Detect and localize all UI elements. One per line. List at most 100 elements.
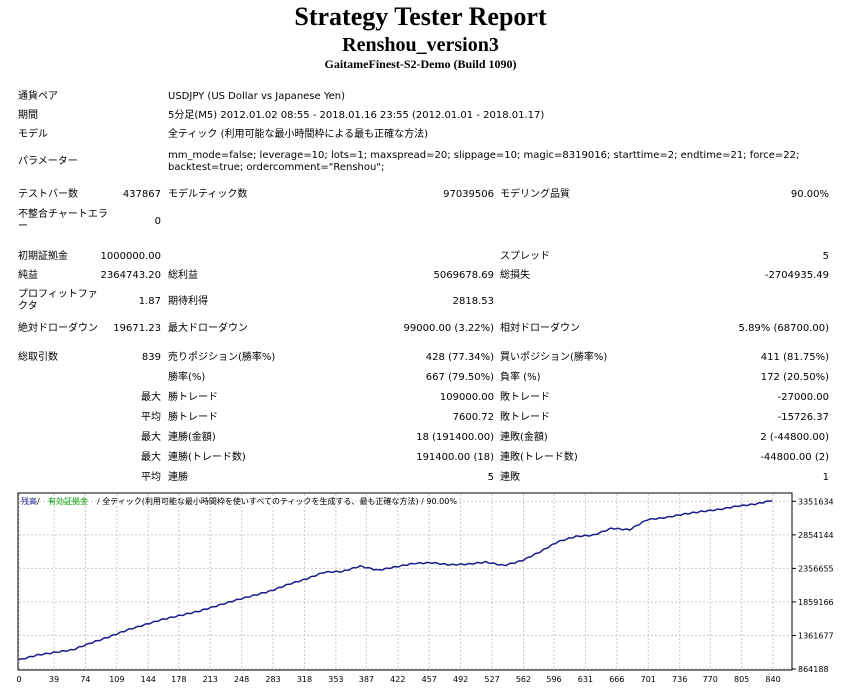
chart-series <box>18 499 773 661</box>
avg-win-value: 7600.72 <box>452 412 494 423</box>
x-tick-label: 178 <box>171 675 186 684</box>
symbol-value: USDJPY (US Dollar vs Japanese Yen) <box>168 91 346 102</box>
expected-payoff-value: 2818.53 <box>452 296 494 307</box>
max-cons-count-prefix: 最大 <box>141 452 161 463</box>
model-label: モデル <box>18 129 48 140</box>
params-label: パラメーター <box>18 156 78 167</box>
legend-separator: / <box>37 497 40 506</box>
cons-losses-count-label: 連敗(トレード数) <box>500 452 578 463</box>
server-name: GaitameFinest-S2-Demo (Build 1090) <box>324 57 517 71</box>
cons-wins-count-value: 191400.00 (18) <box>416 452 494 463</box>
rel-drawdown-value: 5.89% (68700.00) <box>738 323 829 334</box>
x-tick-label: 144 <box>141 675 156 684</box>
largest-loss-label: 敗トレード <box>500 392 550 403</box>
period-label: 期間 <box>18 110 38 121</box>
loss-rate-value: 172 (20.50%) <box>760 372 829 383</box>
cons-losses-money-value: 2 (-44800.00) <box>760 432 829 443</box>
balance-line <box>18 499 773 661</box>
avg-cons-wins-label: 連勝 <box>168 472 188 483</box>
max-drawdown-value: 99000.00 (3.22%) <box>403 323 494 334</box>
x-tick-label: 353 <box>328 675 343 684</box>
profit-factor-label: プロフィットファクタ <box>18 289 98 312</box>
y-tick-label: 3351634 <box>798 497 834 506</box>
y-tick-label: 2854144 <box>798 531 834 540</box>
largest-loss-value: -27000.00 <box>777 392 829 403</box>
short-positions-value: 428 (77.34%) <box>425 352 494 363</box>
gross-loss-value: -2704935.49 <box>764 270 829 281</box>
x-tick-label: 805 <box>734 675 749 684</box>
x-tick-label: 631 <box>578 675 593 684</box>
spread-value: 5 <box>822 251 829 262</box>
x-tick-label: 840 <box>765 675 780 684</box>
params-value: mm_mode=false; leverage=10; lots=1; maxs… <box>168 150 800 173</box>
total-trades-label: 総取引数 <box>18 352 58 363</box>
ticks-label: モデルティック数 <box>168 189 248 200</box>
balance-chart-svg: 0 39 74 109 144 178 213 248 283 318 353 387 422 457 49… <box>16 492 834 684</box>
x-tick-label: 457 <box>422 675 437 684</box>
x-tick-label: 213 <box>203 675 218 684</box>
net-profit-label: 純益 <box>18 270 38 281</box>
avg-cons-losses-label: 連敗 <box>500 472 520 483</box>
abs-drawdown-label: 絶対ドローダウン <box>18 323 98 334</box>
largest-prefix: 最大 <box>141 392 161 403</box>
x-tick-label: 109 <box>109 675 124 684</box>
win-rate-label: 勝率(%) <box>168 372 206 383</box>
x-tick-label: 701 <box>641 675 656 684</box>
y-tick-label: 864188 <box>798 665 829 674</box>
ticks-value: 97039506 <box>443 189 494 200</box>
avg-cons-wins-value: 5 <box>487 472 494 483</box>
symbol-label: 通貨ペア <box>18 91 58 102</box>
legend-balance: 残高 <box>21 496 37 506</box>
avg-loss-label: 敗トレード <box>500 412 550 423</box>
x-tick-label: 387 <box>359 675 374 684</box>
x-tick-label: 527 <box>484 675 499 684</box>
net-profit-value: 2364743.20 <box>100 270 161 281</box>
chart-plot-area <box>17 492 793 671</box>
y-tick-label: 2356655 <box>798 564 834 573</box>
x-tick-label: 562 <box>516 675 531 684</box>
x-tick-label: 74 <box>80 675 90 684</box>
deposit-label: 初期証拠金 <box>18 251 68 262</box>
cons-wins-count-label: 連勝(トレード数) <box>168 452 246 463</box>
long-positions-value: 411 (81.75%) <box>760 352 829 363</box>
avg-win-label: 勝トレード <box>168 412 218 423</box>
legend-model-quality: / 全ティック(利用可能な最小時間枠を使いすべてのティックを生成する、最も正確な… <box>97 496 457 506</box>
x-tick-label: 666 <box>609 675 624 684</box>
deposit-value: 1000000.00 <box>100 251 161 262</box>
avg-cons-prefix: 平均 <box>141 472 161 483</box>
x-tick-label: 39 <box>49 675 59 684</box>
abs-drawdown-value: 19671.23 <box>113 323 161 334</box>
spread-label: スプレッド <box>500 251 550 262</box>
avg-cons-losses-value: 1 <box>822 472 829 483</box>
short-positions-label: 売りポジション(勝率%) <box>168 352 276 363</box>
long-positions-label: 買いポジション(勝率%) <box>500 352 608 363</box>
x-tick-label: 736 <box>672 675 687 684</box>
bars-label: テストバー数 <box>18 189 78 200</box>
total-trades-value: 839 <box>141 352 161 363</box>
profit-factor-value: 1.87 <box>138 296 161 307</box>
largest-win-label: 勝トレード <box>168 392 218 403</box>
report-title: Strategy Tester Report <box>294 2 547 31</box>
cons-losses-money-label: 連敗(金額) <box>500 432 548 443</box>
mismatch-value: 0 <box>154 216 161 227</box>
gross-profit-label: 総利益 <box>168 270 198 281</box>
bars-value: 437867 <box>122 189 161 200</box>
gross-profit-value: 5069678.69 <box>433 270 494 281</box>
loss-rate-label: 負率 (%) <box>500 372 541 383</box>
balance-chart: 0 39 74 109 144 178 213 248 283 318 353 387 422 457 49… <box>16 492 841 690</box>
cons-losses-count-value: -44800.00 (2) <box>760 452 829 463</box>
x-tick-label: 0 <box>17 675 22 684</box>
chart-grid <box>18 494 791 670</box>
modeling-label: モデリング品質 <box>500 189 570 200</box>
x-tick-label: 770 <box>703 675 718 684</box>
expected-payoff-label: 期待利得 <box>168 296 208 307</box>
x-tick-label: 492 <box>453 675 468 684</box>
legend-equity: 有効証拠金 <box>48 496 88 506</box>
model-value: 全ティック (利用可能な最小時間枠による最も正確な方法) <box>168 129 429 140</box>
period-value: 5分足(M5) 2012.01.02 08:55 - 2018.01.16 23… <box>168 110 545 121</box>
x-tick-label: 283 <box>265 675 280 684</box>
cons-wins-money-label: 連勝(金額) <box>168 432 216 443</box>
win-rate-value: 667 (79.50%) <box>425 372 494 383</box>
max-drawdown-label: 最大ドローダウン <box>168 323 248 334</box>
x-tick-label: 248 <box>234 675 249 684</box>
